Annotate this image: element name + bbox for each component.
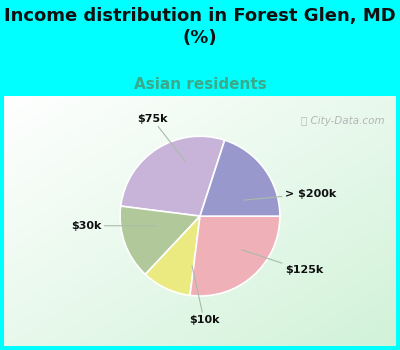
Text: Asian residents: Asian residents — [134, 77, 266, 92]
Text: > $200k: > $200k — [244, 189, 336, 200]
Text: $10k: $10k — [189, 266, 219, 325]
Text: Income distribution in Forest Glen, MD
(%): Income distribution in Forest Glen, MD (… — [4, 7, 396, 47]
Text: $125k: $125k — [242, 250, 323, 275]
Wedge shape — [121, 136, 225, 216]
Wedge shape — [200, 140, 280, 216]
Text: ⓘ City-Data.com: ⓘ City-Data.com — [301, 116, 384, 126]
Text: $75k: $75k — [137, 114, 186, 162]
Wedge shape — [120, 206, 200, 274]
Text: $30k: $30k — [71, 221, 156, 231]
Wedge shape — [145, 216, 200, 295]
Wedge shape — [190, 216, 280, 296]
